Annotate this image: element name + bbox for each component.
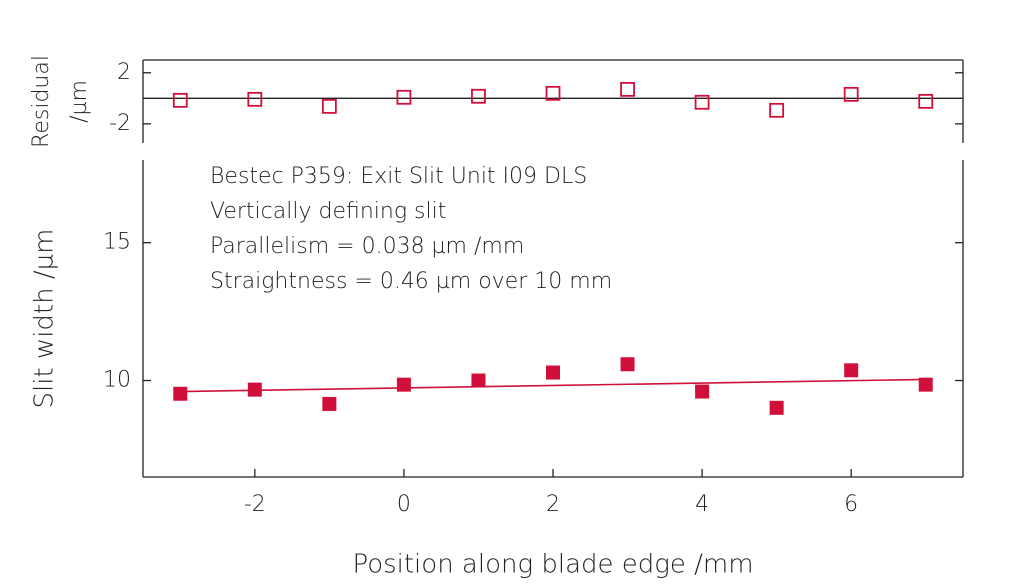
annotation: Vertically defining slit — [210, 199, 446, 224]
data-point — [322, 396, 337, 411]
annotation: Straightness = 0.46 µm over 10 mm — [210, 269, 612, 294]
data-point — [918, 93, 934, 109]
x-tick-label: -2 — [244, 492, 266, 517]
data-point — [620, 357, 635, 372]
data-point — [546, 365, 560, 380]
data-point — [769, 400, 784, 415]
fit-line — [180, 378, 926, 393]
data-point — [769, 102, 785, 118]
y-tick-label: -2 — [109, 111, 131, 136]
data-point — [695, 384, 710, 399]
data-point — [918, 377, 933, 392]
data-point — [844, 363, 859, 378]
x-tick-label: 2 — [546, 492, 560, 517]
data-point — [321, 98, 337, 114]
y-axis-label: /µm — [67, 80, 92, 123]
annotation: Parallelism = 0.038 µm /mm — [210, 234, 524, 259]
y-tick-label: 10 — [103, 368, 131, 393]
x-tick-label: 0 — [397, 492, 411, 517]
data-point — [620, 81, 635, 97]
y-tick-label: 2 — [117, 60, 131, 85]
data-point — [545, 85, 561, 101]
data-point — [471, 373, 486, 388]
y-axis-label: Slit width /µm — [30, 229, 60, 409]
data-point — [471, 88, 486, 104]
data-point — [172, 92, 188, 108]
y-tick-label: 15 — [103, 230, 131, 255]
data-point — [694, 94, 710, 110]
data-point — [843, 86, 859, 102]
annotation: Bestec P359: Exit Slit Unit I09 DLS — [210, 164, 587, 189]
x-tick-label: 4 — [695, 492, 709, 517]
data-point — [247, 91, 263, 107]
y-axis-label: Residual — [29, 55, 54, 148]
data-point — [173, 386, 188, 401]
x-tick-label: 6 — [844, 492, 858, 517]
data-point — [396, 377, 411, 392]
x-axis-label: Position along blade edge /mm — [352, 550, 753, 580]
data-point — [396, 89, 412, 105]
